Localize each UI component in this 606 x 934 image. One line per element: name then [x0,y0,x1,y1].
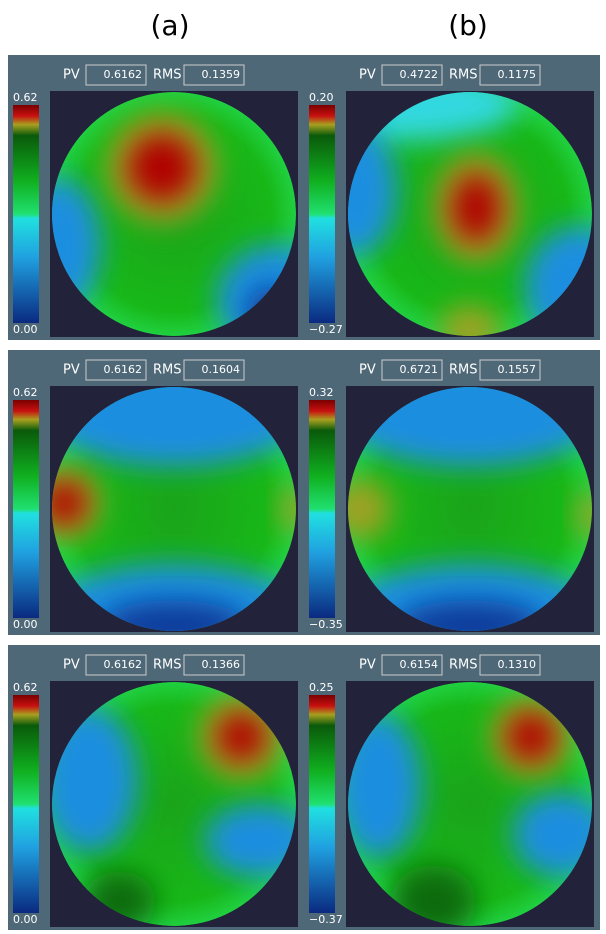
scale-min: −0.37 [309,913,343,926]
rms-value: 0.1604 [202,363,241,376]
pv-box [85,359,147,381]
map-blob [281,484,296,534]
colorbar [309,105,335,323]
scale-max: 0.62 [13,91,38,104]
pv-box [381,64,443,86]
pv-value: 0.6162 [104,658,143,671]
panel: PV 0.6721 RMS 0.1557 0.32 −0.35 [309,359,594,632]
map-blob [506,712,556,762]
map-blob [52,177,101,312]
rms-box [183,64,245,86]
map-blob [52,387,296,467]
rms-label: RMS [153,68,182,83]
map-blob [348,387,592,467]
colorbar [309,695,335,913]
scale-max: 0.25 [309,681,334,694]
wavefront-map [348,387,592,631]
scale-min: 0.00 [13,913,38,926]
column-label: (a) [150,9,189,42]
panel: PV 0.6154 RMS 0.1310 0.25 −0.37 [309,654,594,927]
rms-label: RMS [449,658,478,673]
pv-box [85,654,147,676]
scale-min: 0.00 [13,323,38,336]
scale-max: 0.62 [13,681,38,694]
pv-box [381,654,443,676]
map-blob [348,122,397,257]
pv-box [381,359,443,381]
rms-label: RMS [153,363,182,378]
rms-box [479,359,541,381]
column-label: (b) [448,9,488,42]
map-blob [127,133,196,202]
rms-value: 0.1557 [498,363,537,376]
scale-max: 0.62 [13,386,38,399]
panel: PV 0.6162 RMS 0.1359 0.62 0.00 [13,64,298,337]
rms-box [479,64,541,86]
rms-value: 0.1359 [202,68,241,81]
pv-label: PV [359,658,376,673]
pv-label: PV [63,658,80,673]
rms-value: 0.1366 [202,658,241,671]
wavefront-map [52,387,296,631]
colorbar [13,400,39,618]
pv-box [85,64,147,86]
scale-max: 0.32 [309,386,334,399]
panel: PV 0.6162 RMS 0.1604 0.62 0.00 [13,359,298,632]
colorbar [13,105,39,323]
pv-value: 0.6162 [104,68,143,81]
pv-value: 0.4722 [400,68,439,81]
pv-label: PV [63,363,80,378]
pv-value: 0.6154 [400,658,439,671]
scale-max: 0.20 [309,91,334,104]
pv-label: PV [63,68,80,83]
map-blob [396,600,544,631]
pv-value: 0.6721 [400,363,439,376]
map-blob [100,600,248,631]
pv-label: PV [359,68,376,83]
rms-box [479,654,541,676]
pv-value: 0.6162 [104,363,143,376]
rms-box [183,359,245,381]
rms-box [183,654,245,676]
panel: PV 0.4722 RMS 0.1175 0.20 −0.27 [309,64,594,337]
colorbar [13,695,39,913]
rms-value: 0.1175 [498,68,537,81]
map-blob [52,480,87,525]
rms-value: 0.1310 [498,658,537,671]
rms-label: RMS [153,658,182,673]
scale-min: 0.00 [13,618,38,631]
colorbar [309,400,335,618]
map-blob [439,305,501,336]
rms-label: RMS [449,68,478,83]
rms-label: RMS [449,363,478,378]
scale-min: −0.35 [309,618,343,631]
map-blob [216,712,266,762]
map-blob [451,173,501,243]
pv-label: PV [359,363,376,378]
panel: PV 0.6162 RMS 0.1366 0.62 0.00 [13,654,298,927]
scale-min: −0.27 [309,323,343,336]
map-blob [348,478,391,540]
